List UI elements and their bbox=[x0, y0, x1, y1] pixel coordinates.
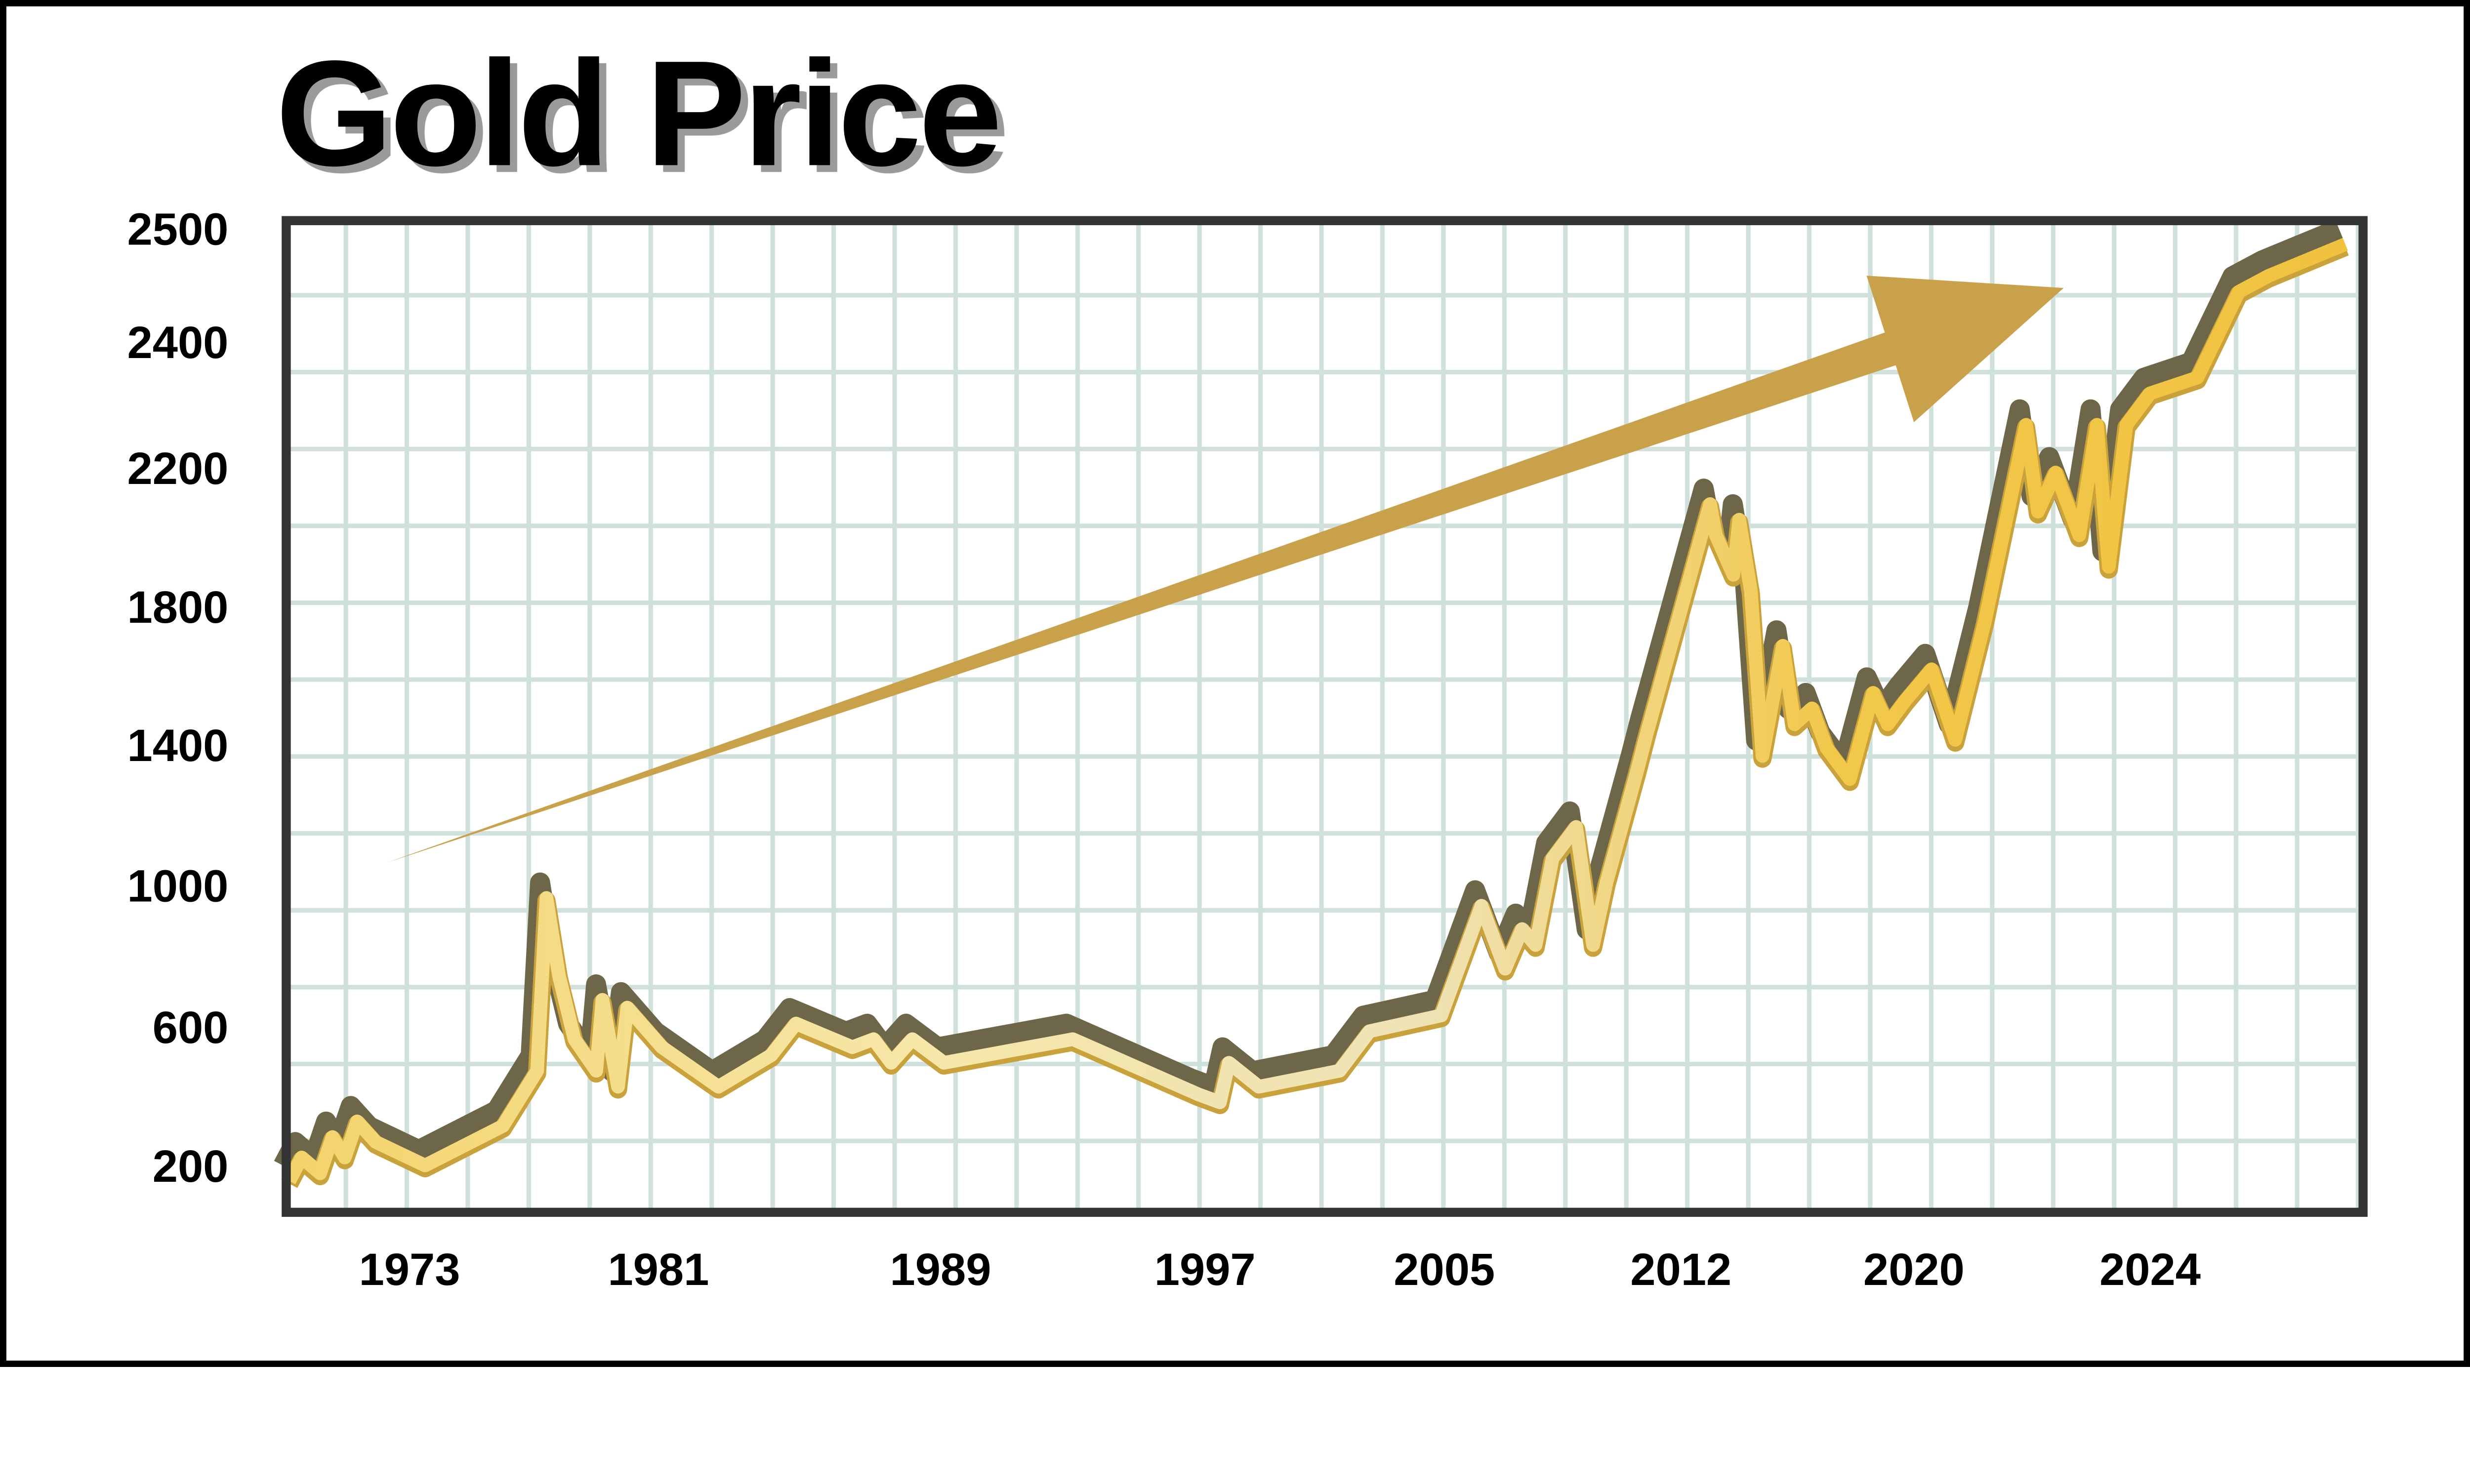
trend-arrow-shape bbox=[386, 276, 2064, 863]
y-tick-label: 1000 bbox=[127, 861, 229, 912]
x-tick-label: 1997 bbox=[1154, 1244, 1256, 1295]
x-tick-label: 1981 bbox=[608, 1244, 709, 1295]
y-tick-label: 1800 bbox=[127, 582, 229, 633]
y-tick-label: 2400 bbox=[127, 317, 229, 368]
x-tick-label: 2012 bbox=[1630, 1244, 1731, 1295]
x-tick-label: 2024 bbox=[2100, 1244, 2201, 1295]
x-tick-label: 1973 bbox=[359, 1244, 460, 1295]
x-axis-ticks: 1973 1981 1989 1997 2005 2012 2020 2024 bbox=[359, 1244, 2201, 1295]
outer-frame bbox=[0, 0, 2470, 1367]
plot-frame bbox=[282, 216, 2368, 1217]
y-tick-label: 2200 bbox=[127, 443, 229, 494]
x-tick-label: 1989 bbox=[890, 1244, 991, 1295]
x-tick-label: 2005 bbox=[1394, 1244, 1495, 1295]
trend-arrow bbox=[386, 276, 2064, 863]
gold-price-chart: Gold Price 2500 2400 2200 1800 1400 1000 600 20… bbox=[0, 0, 2470, 1367]
series-line bbox=[283, 238, 2348, 1184]
price-series bbox=[274, 219, 2349, 1188]
y-tick-label: 1400 bbox=[127, 720, 229, 771]
x-tick-label: 2020 bbox=[1863, 1244, 1965, 1295]
y-tick-label: 2500 bbox=[127, 204, 229, 255]
y-axis-ticks: 2500 2400 2200 1800 1400 1000 600 200 bbox=[127, 204, 229, 1192]
chart-title: Gold Price bbox=[276, 30, 999, 197]
y-tick-label: 600 bbox=[153, 1002, 229, 1053]
y-tick-label: 200 bbox=[153, 1141, 229, 1192]
